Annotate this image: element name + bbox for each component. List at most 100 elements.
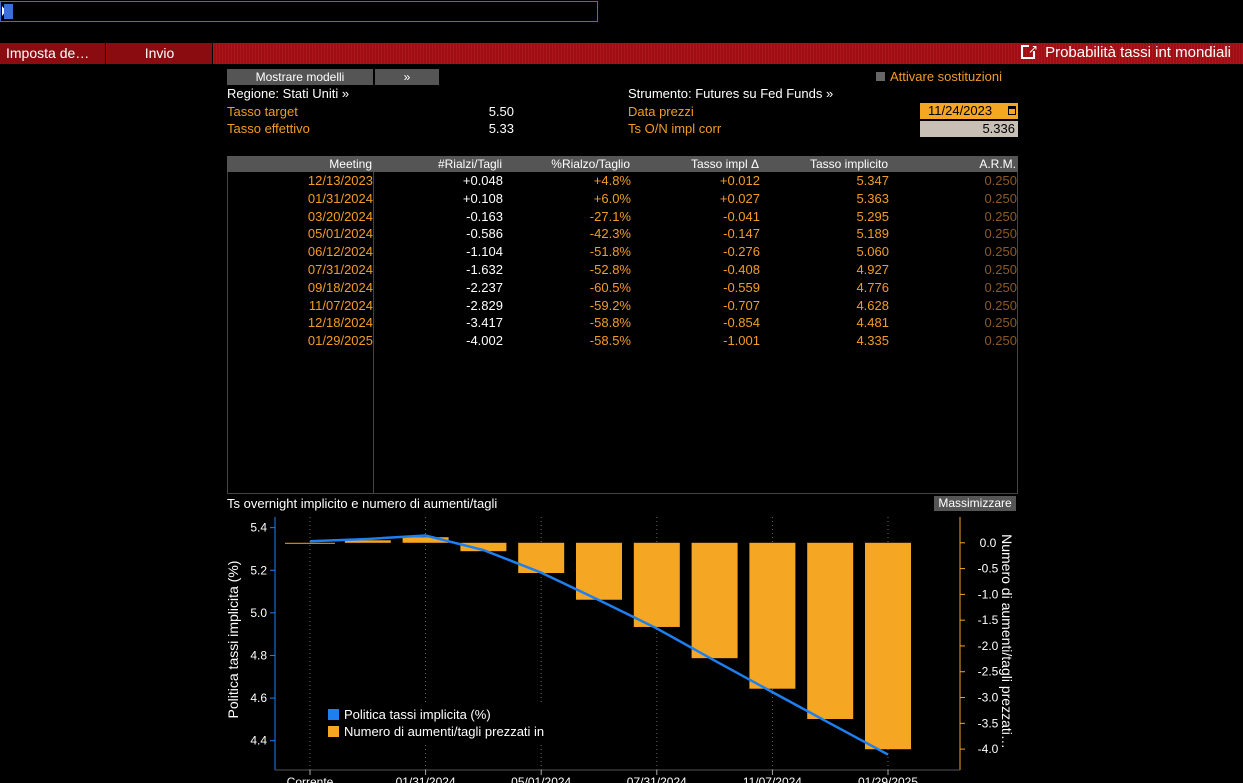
cell-hikes-cuts: -4.002 xyxy=(466,333,503,349)
bar xyxy=(518,542,565,574)
cell-pct-hike-cut: -52.8% xyxy=(589,262,631,277)
table-header: Meeting #Rialzi/Tagli %Rialzo/Taglio Tas… xyxy=(227,156,1018,172)
cell-implied-rate: 4.776 xyxy=(856,279,889,295)
right-axis-label: Numero di aumenti/tagli prezzati… xyxy=(999,534,1015,749)
rate-chart: Corrente 01/31/2024 05/01/2024 07/31/2024 11… xyxy=(225,517,1015,783)
x-tick-label: 11/07/2024 xyxy=(743,775,802,783)
bar xyxy=(807,542,854,720)
cell-pct-hike-cut: -58.8% xyxy=(589,315,631,331)
cell-implied-rate: 5.060 xyxy=(856,244,889,260)
cell-meeting: 12/18/2024 xyxy=(307,315,373,331)
cell-implied-delta: +0.012 xyxy=(719,173,760,188)
bar xyxy=(691,542,738,659)
cell-hikes-cuts: -0.586 xyxy=(466,226,503,242)
right-tick-label: 0.0 xyxy=(980,536,997,550)
invio-button[interactable]: Invio xyxy=(107,43,213,64)
instrument-selector[interactable]: Strumento: Futures su Fed Funds » xyxy=(628,86,834,101)
cell-meeting: 01/31/2024 xyxy=(307,190,373,206)
calendar-icon[interactable] xyxy=(1008,106,1016,115)
imposta-button[interactable]: Imposta de… xyxy=(0,43,106,64)
ts-on-label: Ts O/N impl corr xyxy=(628,121,722,136)
ts-on-value: 5.336 xyxy=(920,121,1018,137)
right-tick-label: -3.5 xyxy=(978,716,999,730)
cell-arm: 0.250 xyxy=(984,226,1017,242)
column-divider xyxy=(373,172,374,493)
cell-pct-hike-cut: -58.5% xyxy=(589,333,631,349)
table-row[interactable]: 12/18/2024 -3.417 -58.8% -0.854 4.481 0.250 xyxy=(228,314,1017,332)
function-bar: Imposta de… Invio Probabilità tassi int … xyxy=(0,39,1243,64)
cell-arm: 0.250 xyxy=(984,279,1017,295)
show-models-button[interactable]: Mostrare modelli xyxy=(227,69,373,85)
table-row[interactable]: 07/31/2024 -1.632 -52.8% -0.408 4.927 0.250 xyxy=(228,261,1017,279)
header-pct-hike-cut[interactable]: %Rialzo/Taglio xyxy=(551,157,630,171)
cell-hikes-cuts: +0.048 xyxy=(462,173,503,188)
effective-rate-label: Tasso effettivo xyxy=(227,121,310,136)
bar xyxy=(749,542,796,689)
cell-meeting: 06/12/2024 xyxy=(307,244,373,260)
table-row[interactable]: 03/20/2024 -0.163 -27.1% -0.041 5.295 0.250 xyxy=(228,208,1017,226)
cell-meeting: 09/18/2024 xyxy=(307,279,373,295)
right-tick-label: -2.5 xyxy=(978,665,999,679)
cell-pct-hike-cut: +6.0% xyxy=(593,190,631,206)
cell-meeting: 12/13/2023 xyxy=(307,173,373,188)
cell-implied-rate: 4.927 xyxy=(856,262,889,277)
activate-substitutions-label[interactable]: Attivare sostituzioni xyxy=(890,69,1002,84)
left-axis-label: Politica tassi implicita (%) xyxy=(225,561,241,719)
launch-icon[interactable] xyxy=(1021,39,1038,59)
legend-box xyxy=(320,705,562,743)
header-hikes-cuts[interactable]: #Rialzi/Tagli xyxy=(437,157,502,171)
activate-substitutions-checkbox[interactable] xyxy=(876,72,885,81)
table-row[interactable]: 06/12/2024 -1.104 -51.8% -0.276 5.060 0.250 xyxy=(228,243,1017,261)
right-tick-label: -3.0 xyxy=(978,691,999,705)
cell-pct-hike-cut: -42.3% xyxy=(589,226,631,242)
cell-implied-delta: +0.027 xyxy=(719,190,760,206)
maximize-button[interactable]: Massimizzare xyxy=(934,496,1016,511)
chart-title: Ts overnight implicito e numero di aumen… xyxy=(227,496,498,511)
cell-meeting: 03/20/2024 xyxy=(307,208,373,224)
right-tick-label: -0.5 xyxy=(978,562,999,576)
cell-implied-rate: 5.189 xyxy=(856,226,889,242)
table-body: 12/13/2023 +0.048 +4.8% +0.012 5.347 0.250 01/… xyxy=(227,172,1018,494)
cell-implied-delta: -0.147 xyxy=(723,226,760,242)
right-tick-label: -1.0 xyxy=(978,587,999,601)
bar xyxy=(402,537,449,543)
cell-implied-delta: -0.276 xyxy=(723,244,760,260)
cell-pct-hike-cut: -51.8% xyxy=(589,244,631,260)
cell-implied-rate: 4.628 xyxy=(856,297,889,313)
cell-implied-delta: -0.707 xyxy=(723,297,760,313)
table-row[interactable]: 09/18/2024 -2.237 -60.5% -0.559 4.776 0.250 xyxy=(228,279,1017,297)
cell-implied-rate: 5.347 xyxy=(856,173,889,188)
table-row[interactable]: 12/13/2023 +0.048 +4.8% +0.012 5.347 0.250 xyxy=(228,172,1017,190)
table-row[interactable]: 05/01/2024 -0.586 -42.3% -0.147 5.189 0.250 xyxy=(228,225,1017,243)
region-selector[interactable]: Regione: Stati Uniti » xyxy=(227,86,350,101)
left-tick-label: 5.0 xyxy=(250,606,267,620)
header-arm[interactable]: A.R.M. xyxy=(979,157,1016,171)
function-title-text: Probabilità tassi int mondiali xyxy=(1045,44,1231,61)
cell-meeting: 01/29/2025 xyxy=(307,333,373,349)
function-title[interactable]: Probabilità tassi int mondiali xyxy=(1021,39,1231,64)
command-input[interactable] xyxy=(0,1,598,22)
table-row[interactable]: 01/31/2024 +0.108 +6.0% +0.027 5.363 0.250 xyxy=(228,190,1017,208)
x-tick-label: 05/01/2024 xyxy=(511,775,571,783)
price-date-label: Data prezzi xyxy=(628,104,694,119)
cell-meeting: 07/31/2024 xyxy=(307,262,373,277)
price-date-input[interactable]: 11/24/2023 xyxy=(920,103,1018,119)
header-implied-rate[interactable]: Tasso implicito xyxy=(809,157,888,171)
more-button[interactable]: » xyxy=(375,69,439,85)
price-date-value: 11/24/2023 xyxy=(928,103,993,118)
header-implied-delta[interactable]: Tasso impl Δ xyxy=(690,157,759,171)
cell-arm: 0.250 xyxy=(984,173,1017,188)
cell-hikes-cuts: +0.108 xyxy=(462,190,503,206)
target-rate-value: 5.50 xyxy=(488,104,514,119)
cell-hikes-cuts: -3.417 xyxy=(466,315,503,331)
cell-implied-delta: -0.041 xyxy=(723,208,760,224)
legend-swatch-line xyxy=(328,709,339,720)
left-tick-label: 4.6 xyxy=(250,691,267,705)
header-meeting[interactable]: Meeting xyxy=(329,157,372,171)
implied-rate-line xyxy=(309,534,889,756)
bar xyxy=(285,542,335,544)
table-row[interactable]: 11/07/2024 -2.829 -59.2% -0.707 4.628 0.250 xyxy=(228,297,1017,315)
cell-meeting: 05/01/2024 xyxy=(307,226,373,242)
left-tick-label: 4.4 xyxy=(250,734,267,748)
table-row[interactable]: 01/29/2025 -4.002 -58.5% -1.001 4.335 0.250 xyxy=(228,332,1017,350)
